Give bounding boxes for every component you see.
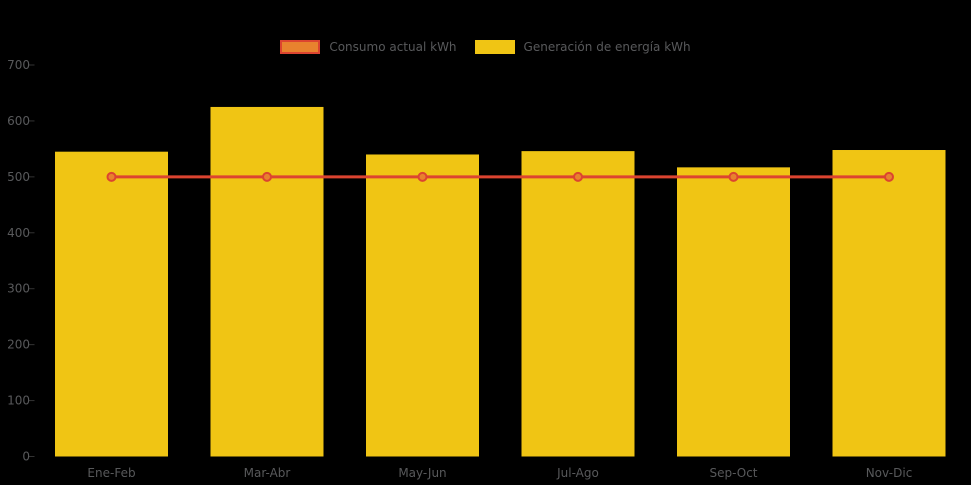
consumption-line-marker[interactable] bbox=[884, 171, 894, 182]
consumo-swatch-icon bbox=[280, 40, 321, 54]
generation-bar[interactable] bbox=[210, 106, 324, 457]
legend-label-consumo: Consumo actual kWh bbox=[329, 40, 457, 54]
consumption-line-marker[interactable] bbox=[728, 171, 739, 182]
legend-item-consumo[interactable]: Consumo actual kWh bbox=[280, 40, 457, 54]
y-axis-label: 100 bbox=[7, 394, 30, 408]
chart-legend: Consumo actual kWh Generación de energía… bbox=[0, 40, 971, 54]
y-axis-label: 500 bbox=[7, 170, 30, 184]
legend-label-generacion: Generación de energía kWh bbox=[523, 40, 691, 54]
x-axis-label: Mar-Abr bbox=[244, 466, 291, 480]
consumption-line-marker[interactable] bbox=[417, 171, 428, 182]
y-axis-label: 200 bbox=[7, 338, 30, 352]
x-axis-label: May-Jun bbox=[398, 466, 446, 480]
x-axis-label: Jul-Ago bbox=[556, 466, 599, 480]
consumption-line-marker[interactable] bbox=[573, 171, 583, 182]
generacion-swatch-icon bbox=[474, 40, 515, 54]
consumption-line-marker[interactable] bbox=[106, 171, 117, 182]
y-axis-label: 600 bbox=[7, 114, 30, 128]
y-axis-label: 700 bbox=[7, 58, 30, 72]
generation-bar[interactable] bbox=[55, 151, 168, 457]
generation-bar[interactable] bbox=[366, 154, 479, 457]
generation-bar[interactable] bbox=[521, 151, 635, 457]
x-axis-label: Nov-Dic bbox=[866, 466, 913, 480]
legend-item-generacion[interactable]: Generación de energía kWh bbox=[474, 40, 691, 54]
consumption-line-marker[interactable] bbox=[262, 171, 272, 182]
y-axis-label: 0 bbox=[22, 450, 30, 464]
generation-bar[interactable] bbox=[677, 167, 790, 457]
y-axis-label: 300 bbox=[7, 282, 30, 296]
y-axis-label: 400 bbox=[7, 226, 30, 240]
x-axis-label: Sep-Oct bbox=[709, 466, 757, 480]
generation-bar[interactable] bbox=[832, 150, 946, 457]
x-axis-label: Ene-Feb bbox=[87, 466, 135, 480]
